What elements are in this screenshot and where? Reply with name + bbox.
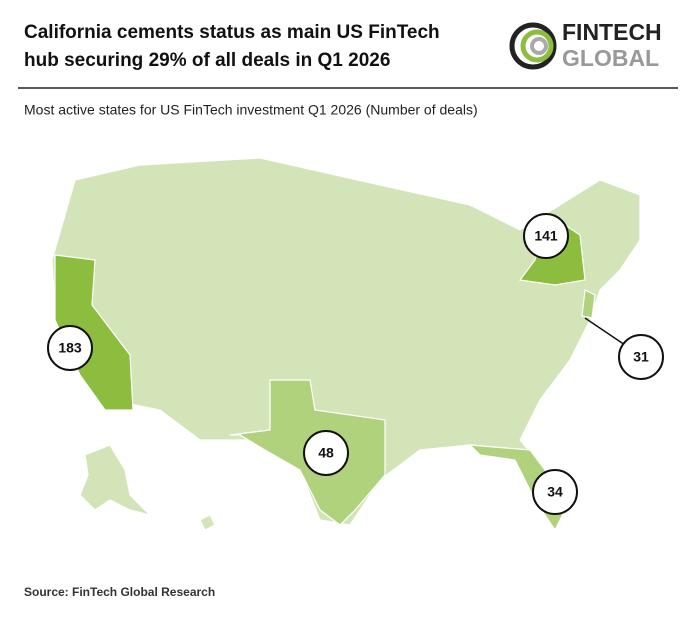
value-label: 141 xyxy=(534,228,558,244)
subtitle: Most active states for US FinTech invest… xyxy=(24,102,478,118)
new-jersey xyxy=(581,289,596,319)
value-labels: 183 141 48 34 31 xyxy=(47,213,664,515)
label-bubble xyxy=(47,325,93,371)
label-bubble xyxy=(523,213,569,259)
leader-line xyxy=(584,317,626,346)
title-line: hub securing 29% of all deals in Q1 2026 xyxy=(24,50,390,71)
logo-text: GLOBAL xyxy=(562,45,659,71)
title-line: California cements status as main US Fin… xyxy=(24,22,440,43)
label-bubble xyxy=(532,469,578,515)
value-label: 31 xyxy=(633,349,649,365)
value-label: 34 xyxy=(547,484,563,500)
value-label: 183 xyxy=(58,340,82,356)
alaska xyxy=(79,444,152,517)
hawaii xyxy=(199,514,216,531)
value-label: 48 xyxy=(318,445,334,461)
label-bubble xyxy=(303,430,349,476)
logo-ring xyxy=(520,29,554,63)
logo-text: FINTECH xyxy=(562,19,662,45)
logo-ring xyxy=(509,22,557,70)
logo: FINTECH GLOBAL xyxy=(509,19,662,71)
logo-ring xyxy=(530,37,548,55)
us-map xyxy=(51,157,641,532)
source: Source: FinTech Global Research xyxy=(24,585,215,599)
label-bubble xyxy=(618,334,664,380)
